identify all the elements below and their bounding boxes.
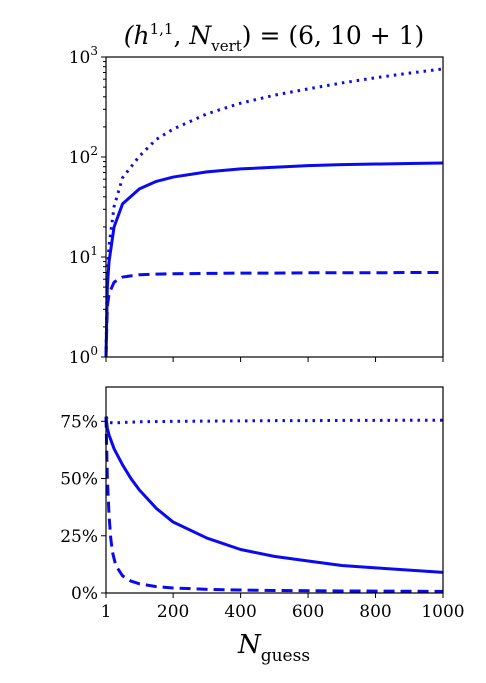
series-line-dotted xyxy=(104,67,444,358)
series-line-dashed xyxy=(104,416,444,593)
x-tick-label: 1 xyxy=(101,602,112,622)
top-panel: 100 101 102 103 xyxy=(69,44,444,368)
y-tick-label: 102 xyxy=(69,144,98,168)
x-tick-label: 400 xyxy=(224,602,256,622)
x-tick-label: 600 xyxy=(292,602,324,622)
y-tick-label: 25% xyxy=(60,527,98,547)
x-axis-label-sub: guess xyxy=(261,646,310,666)
x-axis-label: Nguess xyxy=(237,630,310,666)
y-tick-label: 0% xyxy=(71,584,98,604)
x-tick-label: 200 xyxy=(157,602,189,622)
y-tick-label: 100 xyxy=(69,344,98,368)
series-line-dashed xyxy=(104,270,443,358)
y-tick-label: 50% xyxy=(60,470,98,490)
x-tick-label: 800 xyxy=(359,602,391,622)
series-line-solid xyxy=(104,161,444,358)
series-line-dotted xyxy=(104,416,443,425)
plot-frame xyxy=(105,56,444,358)
y-tick-label: 101 xyxy=(69,244,98,268)
x-axis-label-main: N xyxy=(237,630,262,660)
figure-title: (h1,1, Nvert) = (6, 10 + 1) xyxy=(124,20,425,55)
series-line-solid xyxy=(104,416,444,574)
x-tick-label: 1000 xyxy=(421,602,464,622)
y-tick-label: 103 xyxy=(69,44,98,68)
plot-frame xyxy=(105,386,444,594)
bottom-panel: 1 200 400 600 800 1000 0% 25% 50% 75% xyxy=(60,386,465,622)
y-tick-label: 75% xyxy=(60,412,98,432)
